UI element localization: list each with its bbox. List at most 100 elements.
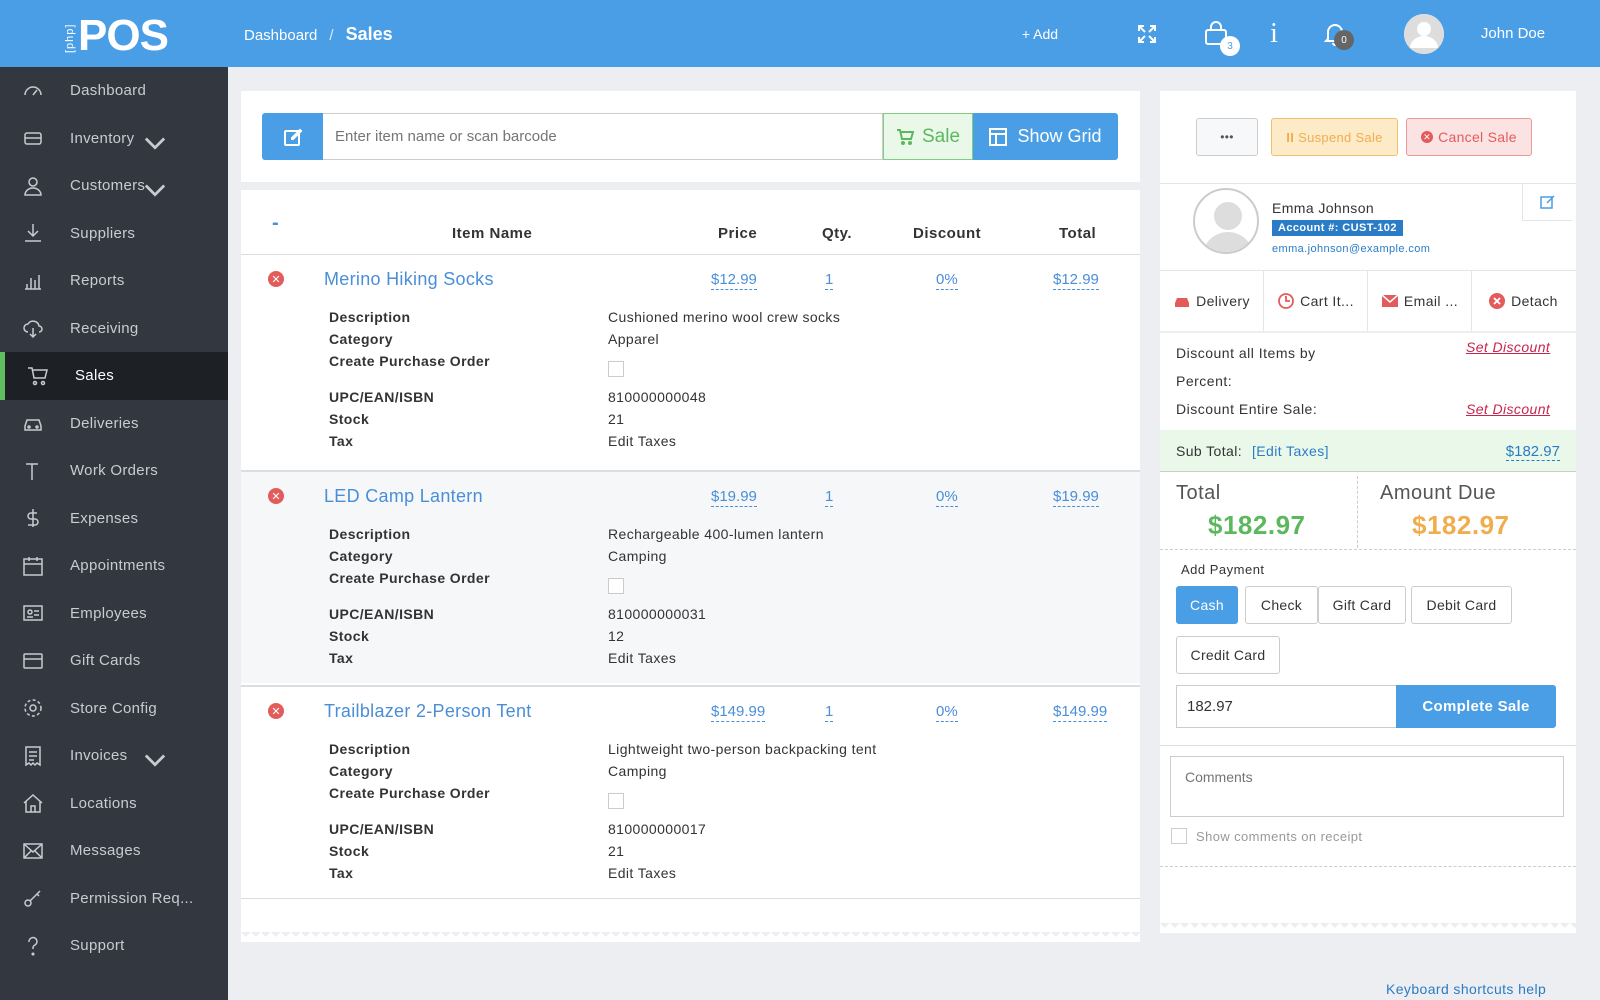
set-discount-entire-link[interactable]: Set Discount <box>1466 401 1551 417</box>
payment-type-check[interactable]: Check <box>1245 586 1318 624</box>
item-name-link[interactable]: Merino Hiking Socks <box>324 269 494 289</box>
create-purchase-order-checkbox[interactable] <box>608 578 624 594</box>
sidebar-item-label: Expenses <box>70 509 139 527</box>
payment-amount-input[interactable] <box>1176 685 1398 728</box>
more-actions-button[interactable]: ••• <box>1196 118 1258 156</box>
set-discount-percent-link[interactable]: Set Discount <box>1466 339 1551 355</box>
cart-icon <box>28 367 48 385</box>
item-total[interactable]: $12.99 <box>1053 271 1099 290</box>
item-upc: 810000000017 <box>608 821 707 837</box>
customer-tab-email[interactable]: Email ... <box>1368 271 1472 331</box>
item-total[interactable]: $149.99 <box>1053 703 1108 722</box>
customer-tab-delivery[interactable]: Delivery <box>1160 271 1264 331</box>
sidebar-item-permission-req[interactable]: Permission Req... <box>0 875 228 923</box>
col-header-total[interactable]: Total <box>1059 225 1097 242</box>
sidebar-item-deliveries[interactable]: Deliveries <box>0 400 228 448</box>
item-qty[interactable]: 1 <box>825 271 834 290</box>
shopping-bag-icon[interactable]: 3 <box>1198 0 1240 67</box>
item-name-link[interactable]: Trailblazer 2-Person Tent <box>324 701 532 721</box>
edit-taxes-link[interactable]: Edit Taxes <box>608 433 677 449</box>
remove-item-icon[interactable]: ✕ <box>268 488 284 504</box>
chevron-down-icon[interactable] <box>144 133 166 155</box>
sidebar-item-employees[interactable]: Employees <box>0 590 228 638</box>
edit-taxes-link[interactable]: [Edit Taxes] <box>1252 443 1329 459</box>
customer-email[interactable]: emma.johnson@example.com <box>1272 243 1431 255</box>
sidebar-item-appointments[interactable]: Appointments <box>0 542 228 590</box>
sidebar-item-support[interactable]: Support <box>0 922 228 970</box>
sidebar-item-label: Employees <box>70 604 147 622</box>
search-input[interactable] <box>323 113 883 160</box>
customer-tab-detach[interactable]: Detach <box>1471 271 1575 331</box>
detail-label: Stock <box>329 411 370 427</box>
item-qty[interactable]: 1 <box>825 488 834 507</box>
sidebar-item-messages[interactable]: Messages <box>0 827 228 875</box>
collapse-all-toggle[interactable]: - <box>272 212 280 234</box>
create-purchase-order-checkbox[interactable] <box>608 361 624 377</box>
payment-type-cash[interactable]: Cash <box>1176 586 1238 624</box>
sidebar-item-store-config[interactable]: Store Config <box>0 685 228 733</box>
sidebar-item-dashboard[interactable]: Dashboard <box>0 67 228 115</box>
payment-type-debit-card[interactable]: Debit Card <box>1411 586 1512 624</box>
detail-label: Stock <box>329 628 370 644</box>
show-grid-button[interactable]: Show Grid <box>973 113 1118 160</box>
sidebar-item-gift-cards[interactable]: Gift Cards <box>0 637 228 685</box>
remove-item-icon[interactable]: ✕ <box>268 703 284 719</box>
item-price[interactable]: $149.99 <box>711 703 766 722</box>
customer-tab-label: Cart It... <box>1300 293 1354 309</box>
col-header-qty[interactable]: Qty. <box>822 225 853 242</box>
sidebar-item-reports[interactable]: Reports <box>0 257 228 305</box>
bell-icon[interactable]: 0 <box>1320 0 1354 67</box>
sidebar-item-work-orders[interactable]: Work Orders <box>0 447 228 495</box>
total-value: $182.97 <box>1208 510 1306 540</box>
edit-customer-icon[interactable] <box>1522 183 1572 221</box>
sidebar-item-suppliers[interactable]: Suppliers <box>0 210 228 258</box>
col-header-price[interactable]: Price <box>718 225 758 242</box>
user-name[interactable]: John Doe <box>1480 25 1546 42</box>
complete-sale-button[interactable]: Complete Sale <box>1396 685 1556 728</box>
subtotal-value[interactable]: $182.97 <box>1505 443 1560 461</box>
edit-taxes-link[interactable]: Edit Taxes <box>608 650 677 666</box>
customer-name[interactable]: Emma Johnson <box>1272 200 1375 216</box>
sidebar-item-invoices[interactable]: Invoices <box>0 732 228 780</box>
show-comments-checkbox[interactable] <box>1171 828 1187 844</box>
item-total[interactable]: $19.99 <box>1053 488 1099 507</box>
remove-item-icon[interactable]: ✕ <box>268 271 284 287</box>
item-discount[interactable]: 0% <box>936 271 958 290</box>
info-icon[interactable]: i <box>1270 17 1278 49</box>
sidebar-item-locations[interactable]: Locations <box>0 780 228 828</box>
add-button[interactable]: + Add <box>1021 25 1059 42</box>
keyboard-shortcuts-link[interactable]: Keyboard shortcuts help <box>1386 981 1547 997</box>
chevron-down-icon[interactable] <box>144 750 166 772</box>
item-discount[interactable]: 0% <box>936 488 958 507</box>
comments-textarea[interactable] <box>1170 756 1564 817</box>
create-purchase-order-checkbox[interactable] <box>608 793 624 809</box>
chevron-down-icon[interactable] <box>144 180 166 202</box>
item-qty[interactable]: 1 <box>825 703 834 722</box>
suspend-sale-button[interactable]: II Suspend Sale <box>1271 118 1398 156</box>
fullscreen-icon[interactable] <box>1132 0 1162 67</box>
logo[interactable]: [php] POS <box>62 9 172 60</box>
breadcrumb-dashboard[interactable]: Dashboard <box>244 27 318 44</box>
item-price[interactable]: $19.99 <box>711 488 757 507</box>
sidebar-item-inventory[interactable]: Inventory <box>0 115 228 163</box>
id-card-icon <box>23 605 43 621</box>
item-discount[interactable]: 0% <box>936 703 958 722</box>
item-name-link[interactable]: LED Camp Lantern <box>324 486 483 506</box>
edit-icon[interactable] <box>262 113 323 160</box>
sidebar-item-expenses[interactable]: Expenses <box>0 495 228 543</box>
sidebar-item-sales[interactable]: Sales <box>0 352 228 400</box>
col-header-item-name[interactable]: Item Name <box>452 225 533 242</box>
sidebar-item-customers[interactable]: Customers <box>0 162 228 210</box>
edit-taxes-link[interactable]: Edit Taxes <box>608 865 677 881</box>
envelope-icon <box>23 843 43 859</box>
sidebar-item-label: Messages <box>70 842 141 860</box>
payment-type-credit-card[interactable]: Credit Card <box>1176 636 1280 674</box>
col-header-discount[interactable]: Discount <box>913 225 982 242</box>
sidebar-item-receiving[interactable]: Receiving <box>0 305 228 353</box>
customer-tab-cart-it[interactable]: Cart It... <box>1264 271 1368 331</box>
cancel-sale-button[interactable]: ✕ Cancel Sale <box>1406 118 1532 156</box>
payment-type-gift-card[interactable]: Gift Card <box>1318 586 1406 624</box>
sale-mode-button[interactable]: Sale <box>883 113 973 160</box>
user-avatar[interactable] <box>1404 14 1444 54</box>
item-price[interactable]: $12.99 <box>711 271 757 290</box>
